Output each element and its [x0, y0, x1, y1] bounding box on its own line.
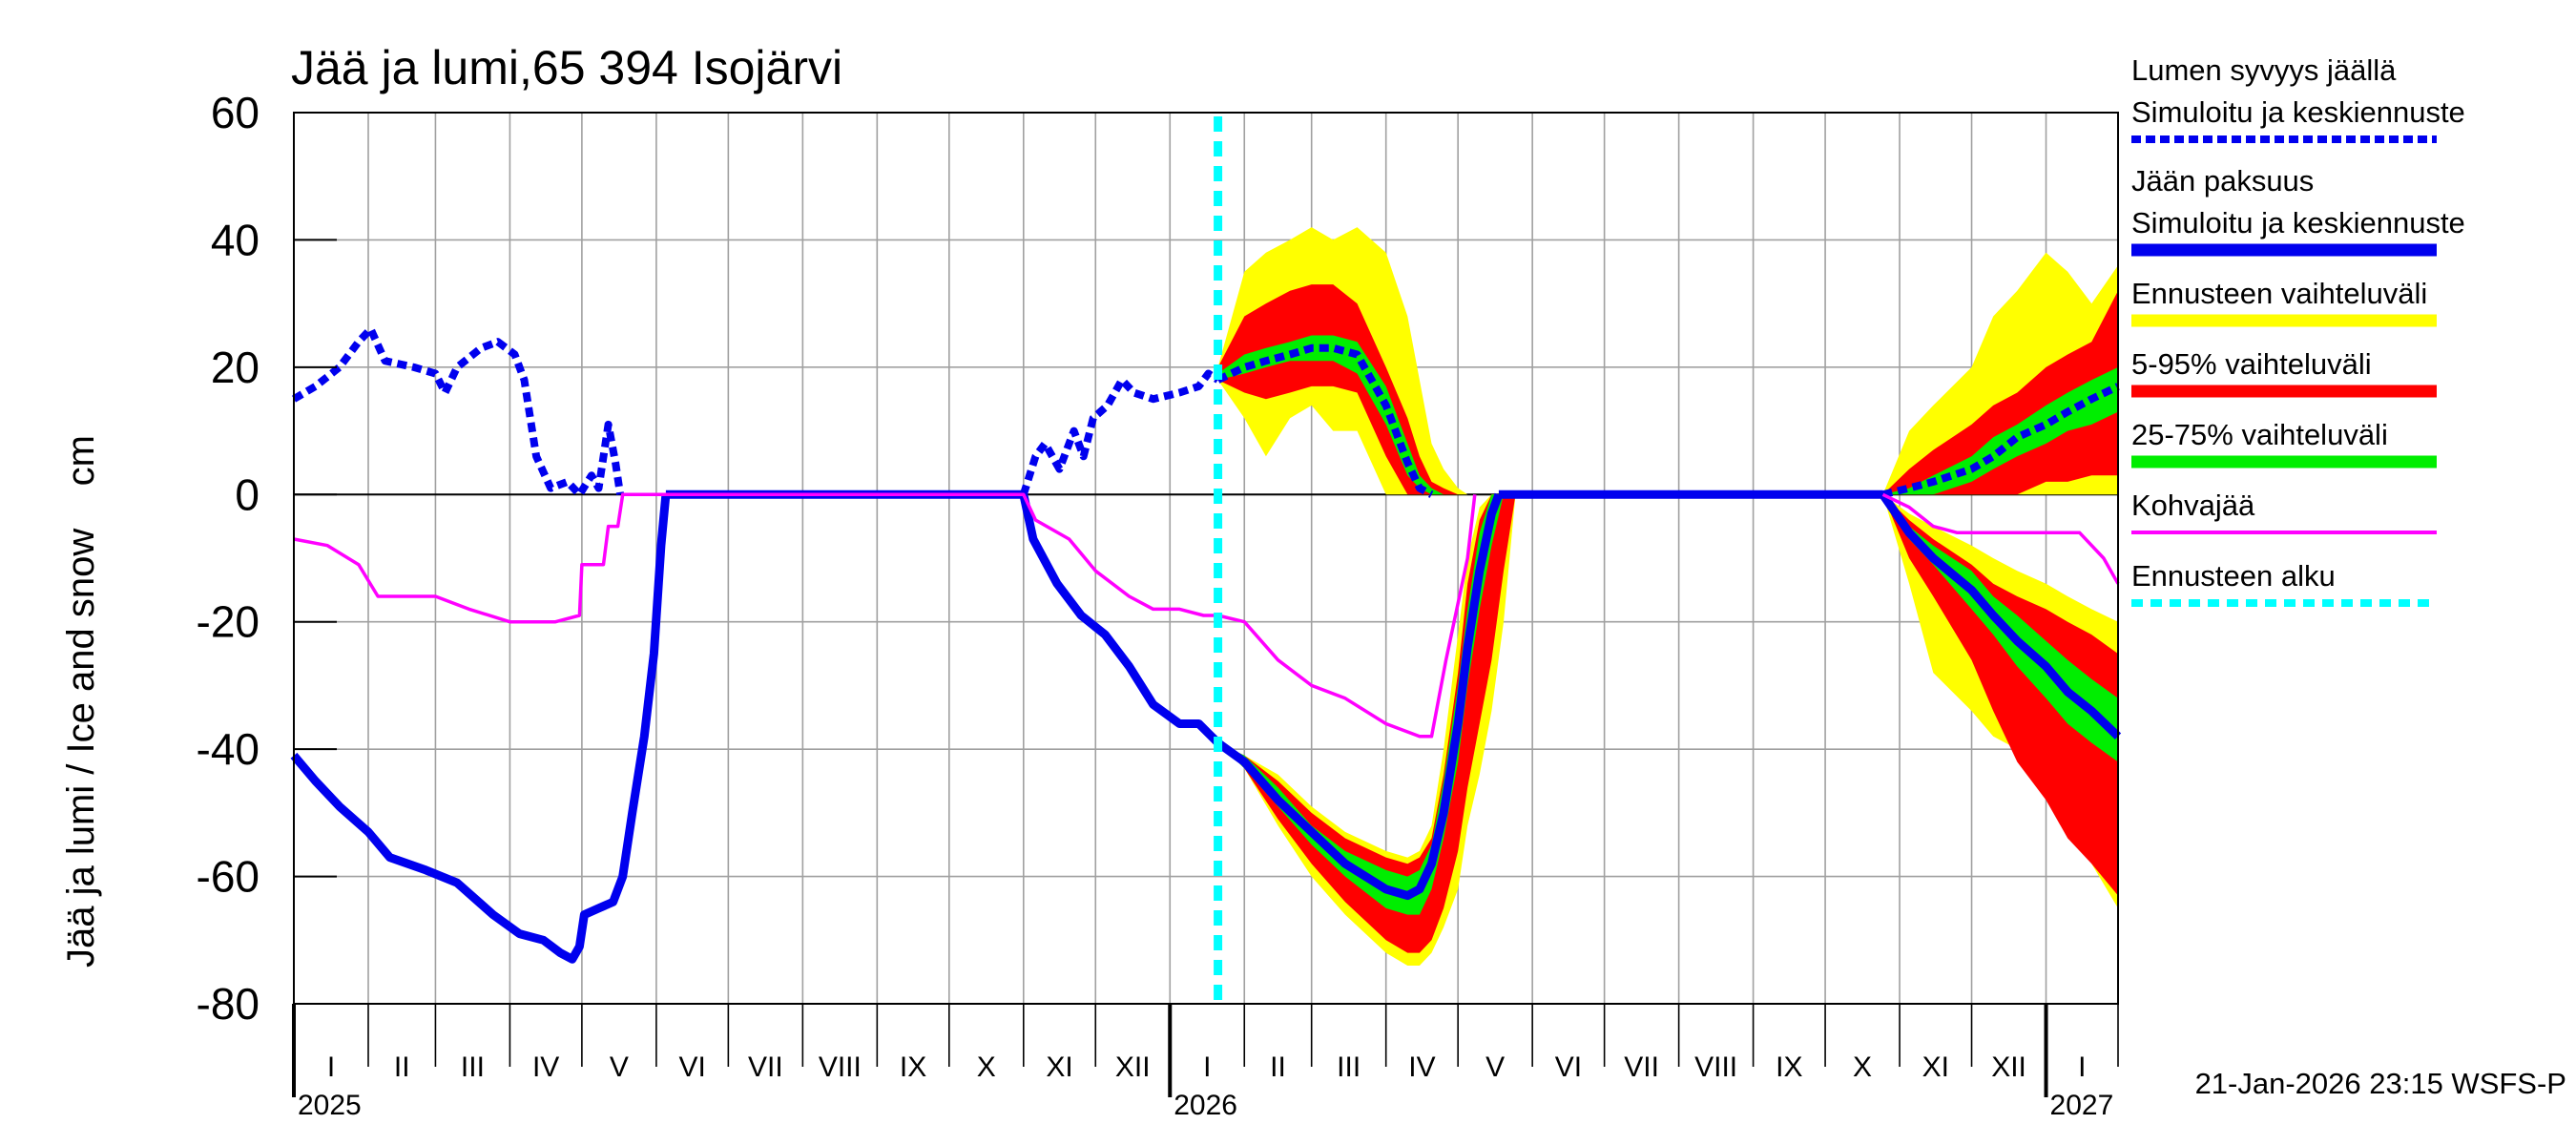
legend-label-secondary: Simuloitu ja keskiennuste	[2131, 95, 2465, 129]
month-tick-label: I	[327, 1051, 335, 1083]
series-line-j-n-paksuus	[1215, 492, 1504, 901]
y-tick-label: 60	[211, 88, 260, 137]
month-tick-label: VI	[678, 1051, 705, 1083]
series-line-kohvaj-	[293, 492, 1218, 624]
legend-label: Jään paksuus	[2131, 164, 2314, 198]
band-j-n-paksuus	[1882, 494, 2118, 896]
month-tick-label: IX	[900, 1051, 926, 1083]
series-line-lumen-syvyys-j-ll-	[291, 324, 625, 499]
plot-frame	[293, 112, 2119, 1005]
y-tick-label: -40	[197, 724, 260, 774]
month-tick-label: IV	[532, 1051, 559, 1083]
month-tick-label: III	[1337, 1051, 1361, 1083]
y-tick-label: -80	[197, 979, 260, 1029]
month-tick-label: IV	[1408, 1051, 1435, 1083]
legend: Lumen syvyys jäällä Simuloitu ja keskienn…	[2131, 53, 2465, 607]
month-tick-label: IX	[1776, 1051, 1802, 1083]
legend-label: Kohvajää	[2131, 489, 2255, 522]
y-tick-label: 40	[211, 215, 260, 264]
series-line-j-n-paksuus	[1879, 491, 2122, 740]
month-tick-label: X	[1853, 1051, 1872, 1083]
month-tick-label: XI	[1922, 1051, 1949, 1083]
series-line-j-n-paksuus	[290, 493, 671, 964]
legend-label-secondary: Simuloitu ja keskiennuste	[2131, 206, 2465, 239]
y-axis-label: Jää ja lumi / Ice and snow cm	[60, 435, 102, 968]
legend-label: 5-95% vaihteluväli	[2131, 347, 2372, 381]
month-tick-label: II	[394, 1051, 410, 1083]
month-tick-label: VI	[1555, 1051, 1582, 1083]
month-tick-label: VIII	[819, 1051, 862, 1083]
legend-label: Ennusteen alku	[2131, 559, 2336, 593]
series-line-lumen-syvyys-j-ll-	[1881, 383, 2120, 499]
legend-label: Ennusteen vaihteluväli	[2131, 277, 2427, 310]
month-tick-label: XII	[1991, 1051, 2026, 1083]
year-label: 2027	[2050, 1090, 2114, 1121]
y-tick-label: -20	[197, 597, 260, 647]
footer-timestamp: 21-Jan-2026 23:15 WSFS-P	[2195, 1067, 2566, 1100]
month-tick-label: VII	[1624, 1051, 1659, 1083]
month-tick-label: V	[1485, 1051, 1505, 1083]
month-tick-label: II	[1270, 1051, 1286, 1083]
legend-label: 25-75% vaihteluväli	[2131, 418, 2388, 451]
month-tick-label: X	[977, 1051, 996, 1083]
y-tick-label: 20	[211, 343, 260, 392]
year-label: 2025	[298, 1090, 362, 1121]
month-tick-label: III	[461, 1051, 485, 1083]
y-tick-label: -60	[197, 852, 260, 902]
month-tick-label: XI	[1046, 1051, 1072, 1083]
series-line-lumen-syvyys-j-ll-	[1019, 369, 1220, 496]
grid-layer	[294, 113, 2118, 1004]
lines-layer	[290, 116, 2122, 1004]
band-lumen-syvyys-j-ll-	[1217, 335, 1444, 495]
month-tick-label: V	[610, 1051, 629, 1083]
month-tick-label: XII	[1115, 1051, 1151, 1083]
chart-title: Jää ja lumi,65 394 Isojärvi	[291, 41, 842, 94]
month-tick-label: VIII	[1694, 1051, 1737, 1083]
month-tick-label: I	[1203, 1051, 1211, 1083]
band-lumen-syvyys-j-ll-	[1882, 290, 2118, 495]
year-label: 2026	[1174, 1090, 1237, 1121]
band-lumen-syvyys-j-ll-	[1882, 366, 2118, 495]
month-tick-label: VII	[748, 1051, 783, 1083]
series-line-j-n-paksuus	[665, 489, 1221, 746]
legend-label: Lumen syvyys jäällä	[2131, 53, 2397, 87]
axes-layer: I II III IV V VI VII VIII IX X XI XII I II III IV V VI VII…	[197, 88, 2119, 1121]
series-line-kohvaj-	[1217, 494, 1477, 739]
series-line-kohvaj-	[1881, 492, 2120, 585]
y-tick-label: 0	[235, 469, 260, 519]
month-tick-label: I	[2078, 1051, 2086, 1083]
